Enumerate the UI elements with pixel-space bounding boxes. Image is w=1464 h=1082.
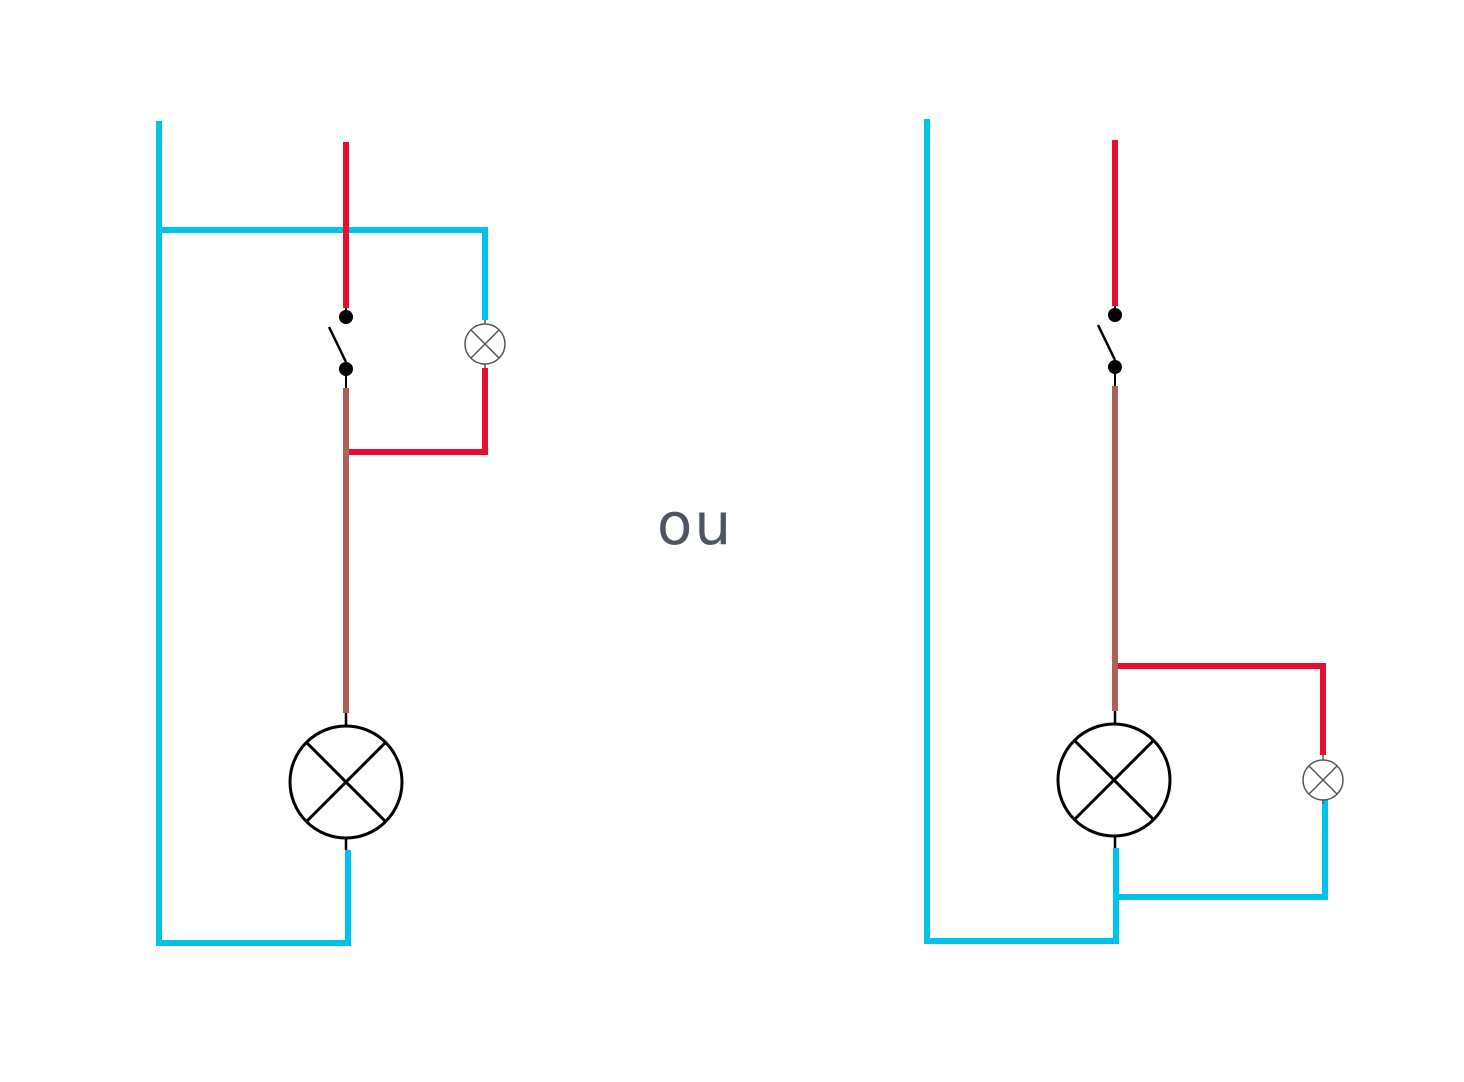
left-main-lamp-icon — [288, 713, 404, 850]
right-pilot-lamp-icon — [1302, 755, 1344, 804]
left-pilot-lamp-icon — [464, 320, 506, 368]
right-neutral-pilot-wire — [1116, 800, 1328, 900]
left-phase-pilot-wire — [347, 368, 488, 455]
right-main-lamp-icon — [1056, 711, 1172, 848]
left-neutral-wire — [156, 121, 351, 946]
right-switch — [1096, 306, 1122, 386]
separator-text: ou — [656, 490, 734, 558]
left-circuit — [156, 121, 506, 946]
right-circuit — [924, 119, 1344, 944]
left-switch — [327, 308, 353, 388]
right-return-pilot-wire — [1115, 663, 1326, 755]
left-neutral-pilot-wire — [159, 227, 488, 320]
